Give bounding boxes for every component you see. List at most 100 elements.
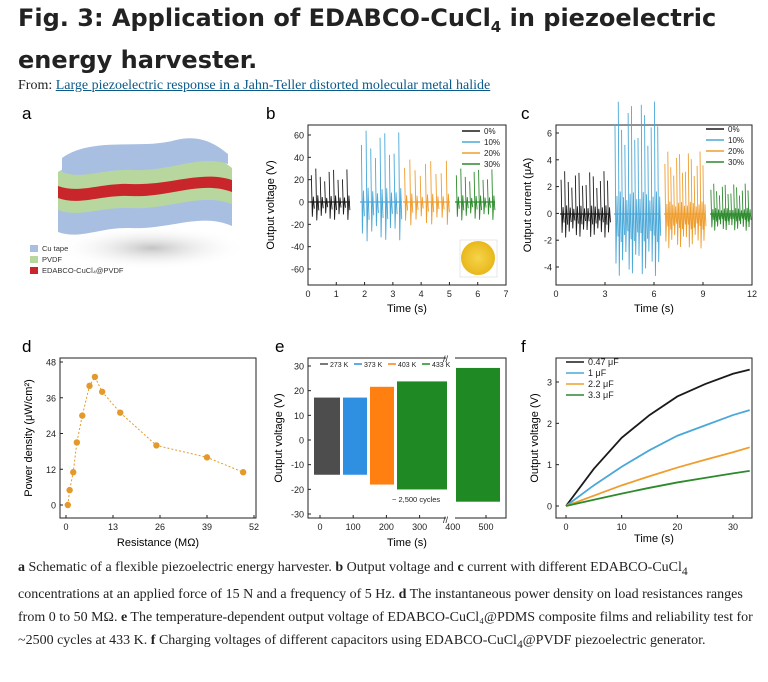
b-xtick: 5 — [447, 289, 452, 299]
b-voltage-trace-1 — [360, 130, 403, 242]
b-xtick: 4 — [419, 289, 424, 299]
b-xtick: 6 — [475, 289, 480, 299]
c-xtick: 0 — [553, 289, 558, 299]
e-ytick: -30 — [291, 510, 304, 520]
d-data-point — [70, 469, 77, 476]
b-ytick: -60 — [291, 265, 304, 275]
e-xtick: 400 — [445, 522, 460, 532]
f-series-line-3 — [565, 469, 750, 507]
f-legend-label: 0.47 μF — [588, 357, 619, 367]
f-legend-label: 1 μF — [588, 368, 607, 378]
e-legend-label: 273 K — [330, 362, 349, 369]
f-legend-label: 2.2 μF — [588, 379, 614, 389]
f-legend-label: 3.3 μF — [588, 390, 614, 400]
b-legend-label: 30% — [484, 160, 500, 169]
c-legend-label: 0% — [728, 125, 740, 134]
panel-letter-d: d — [22, 337, 31, 356]
d-ytick: 48 — [46, 358, 56, 368]
c-ytick: 2 — [547, 182, 552, 192]
e-xlabel: Time (s) — [387, 537, 427, 549]
b-ytick: -20 — [291, 220, 304, 230]
d-ytick: 24 — [46, 429, 56, 439]
d-data-point — [86, 382, 93, 390]
c-current-trace-3 — [710, 183, 752, 231]
e-legend-label: 433 K — [432, 362, 451, 369]
panel-letter-c: c — [521, 104, 530, 123]
source-line: From: Large piezoelectric response in a … — [18, 78, 491, 93]
d-ytick: 12 — [46, 465, 56, 475]
svg-text://: // — [443, 515, 449, 525]
d-xtick: 39 — [202, 522, 212, 532]
e-xtick: 100 — [346, 522, 361, 532]
d-ytick: 36 — [46, 393, 56, 403]
d-data-point — [91, 373, 99, 381]
f-series-line-0 — [565, 368, 750, 507]
panel-letter-e: e — [275, 337, 284, 356]
e-ylabel: Output voltage (V) — [273, 393, 285, 482]
d-data-point — [79, 412, 86, 419]
d-xtick: 26 — [155, 522, 165, 532]
d-xtick: 0 — [63, 522, 68, 532]
panel-letter-b: b — [266, 104, 275, 123]
d-data-point — [98, 388, 106, 395]
b-xtick: 7 — [503, 289, 508, 299]
e-voltage-block-1 — [343, 397, 367, 475]
d-ylabel: Power density (μW/cm²) — [23, 379, 35, 497]
b-xlabel: Time (s) — [387, 303, 427, 315]
c-xtick: 9 — [700, 289, 705, 299]
e-voltage-block-3 — [397, 381, 447, 490]
e-legend-label: 403 K — [398, 362, 417, 369]
legend-composite: EDABCO-CuCl₄@PVDF — [42, 266, 124, 275]
c-current-trace-0 — [560, 171, 611, 238]
f-ytick: 2 — [547, 419, 552, 429]
legend-cu-tape: Cu tape — [42, 244, 68, 253]
b-voltage-trace-2 — [404, 159, 450, 226]
panel-letter-a: a — [22, 104, 32, 123]
f-series-line-1 — [565, 409, 750, 507]
figure-caption: a Schematic of a flexible piezoelectric … — [18, 560, 753, 651]
e-ytick: 10 — [294, 411, 304, 421]
b-voltage-trace-3 — [455, 168, 496, 221]
device-schematic: Cu tape PVDF EDABCO-CuCl₄@PVDF — [30, 138, 247, 275]
b-xtick: 3 — [390, 289, 395, 299]
e-legend-label: 373 K — [364, 362, 383, 369]
e-xtick: 300 — [412, 522, 427, 532]
e-ytick: -10 — [291, 460, 304, 470]
c-xtick: 12 — [747, 289, 757, 299]
panel-letter-f: f — [521, 337, 526, 356]
f-ytick: 1 — [547, 460, 552, 470]
article-link[interactable]: Large piezoelectric response in a Jahn-T… — [55, 78, 491, 93]
e-ytick: 0 — [299, 436, 304, 446]
b-legend-label: 0% — [484, 127, 496, 136]
d-xtick: 13 — [108, 522, 118, 532]
chart-c: 6 4 2 0 -2 -4 0 3 6 9 12 Time (s) Output current (… — [522, 101, 757, 315]
e-xtick: 200 — [379, 522, 394, 532]
d-data-point — [239, 469, 247, 476]
chart-d: 48 36 24 12 0 0 13 26 39 52 Resistance (MΩ) Power… — [23, 357, 259, 549]
figure-title: Fig. 3: Application of EDABCO-CuCl4 in p… — [18, 4, 717, 74]
inset-photo — [461, 241, 495, 275]
e-voltage-block-4 — [456, 367, 500, 502]
c-ytick: -4 — [544, 263, 552, 273]
b-voltage-trace-0 — [310, 168, 351, 221]
b-legend-label: 20% — [484, 149, 500, 158]
f-xtick: 20 — [672, 522, 682, 532]
e-ytick: 30 — [294, 362, 304, 372]
b-ylabel: Output voltage (V) — [265, 160, 277, 249]
c-xtick: 6 — [651, 289, 656, 299]
b-xtick: 1 — [334, 289, 339, 299]
b-ytick: 0 — [299, 198, 304, 208]
d-data-point — [203, 454, 211, 461]
d-data-point — [117, 409, 124, 416]
d-ytick: 0 — [51, 501, 56, 511]
f-series-line-2 — [565, 446, 750, 507]
c-ytick: 0 — [547, 209, 552, 219]
b-ytick: 60 — [294, 131, 304, 141]
f-xtick: 30 — [728, 522, 738, 532]
d-data-point — [64, 501, 72, 509]
f-xlabel: Time (s) — [634, 533, 674, 545]
c-xlabel: Time (s) — [634, 303, 674, 315]
c-ytick: -2 — [544, 236, 552, 246]
